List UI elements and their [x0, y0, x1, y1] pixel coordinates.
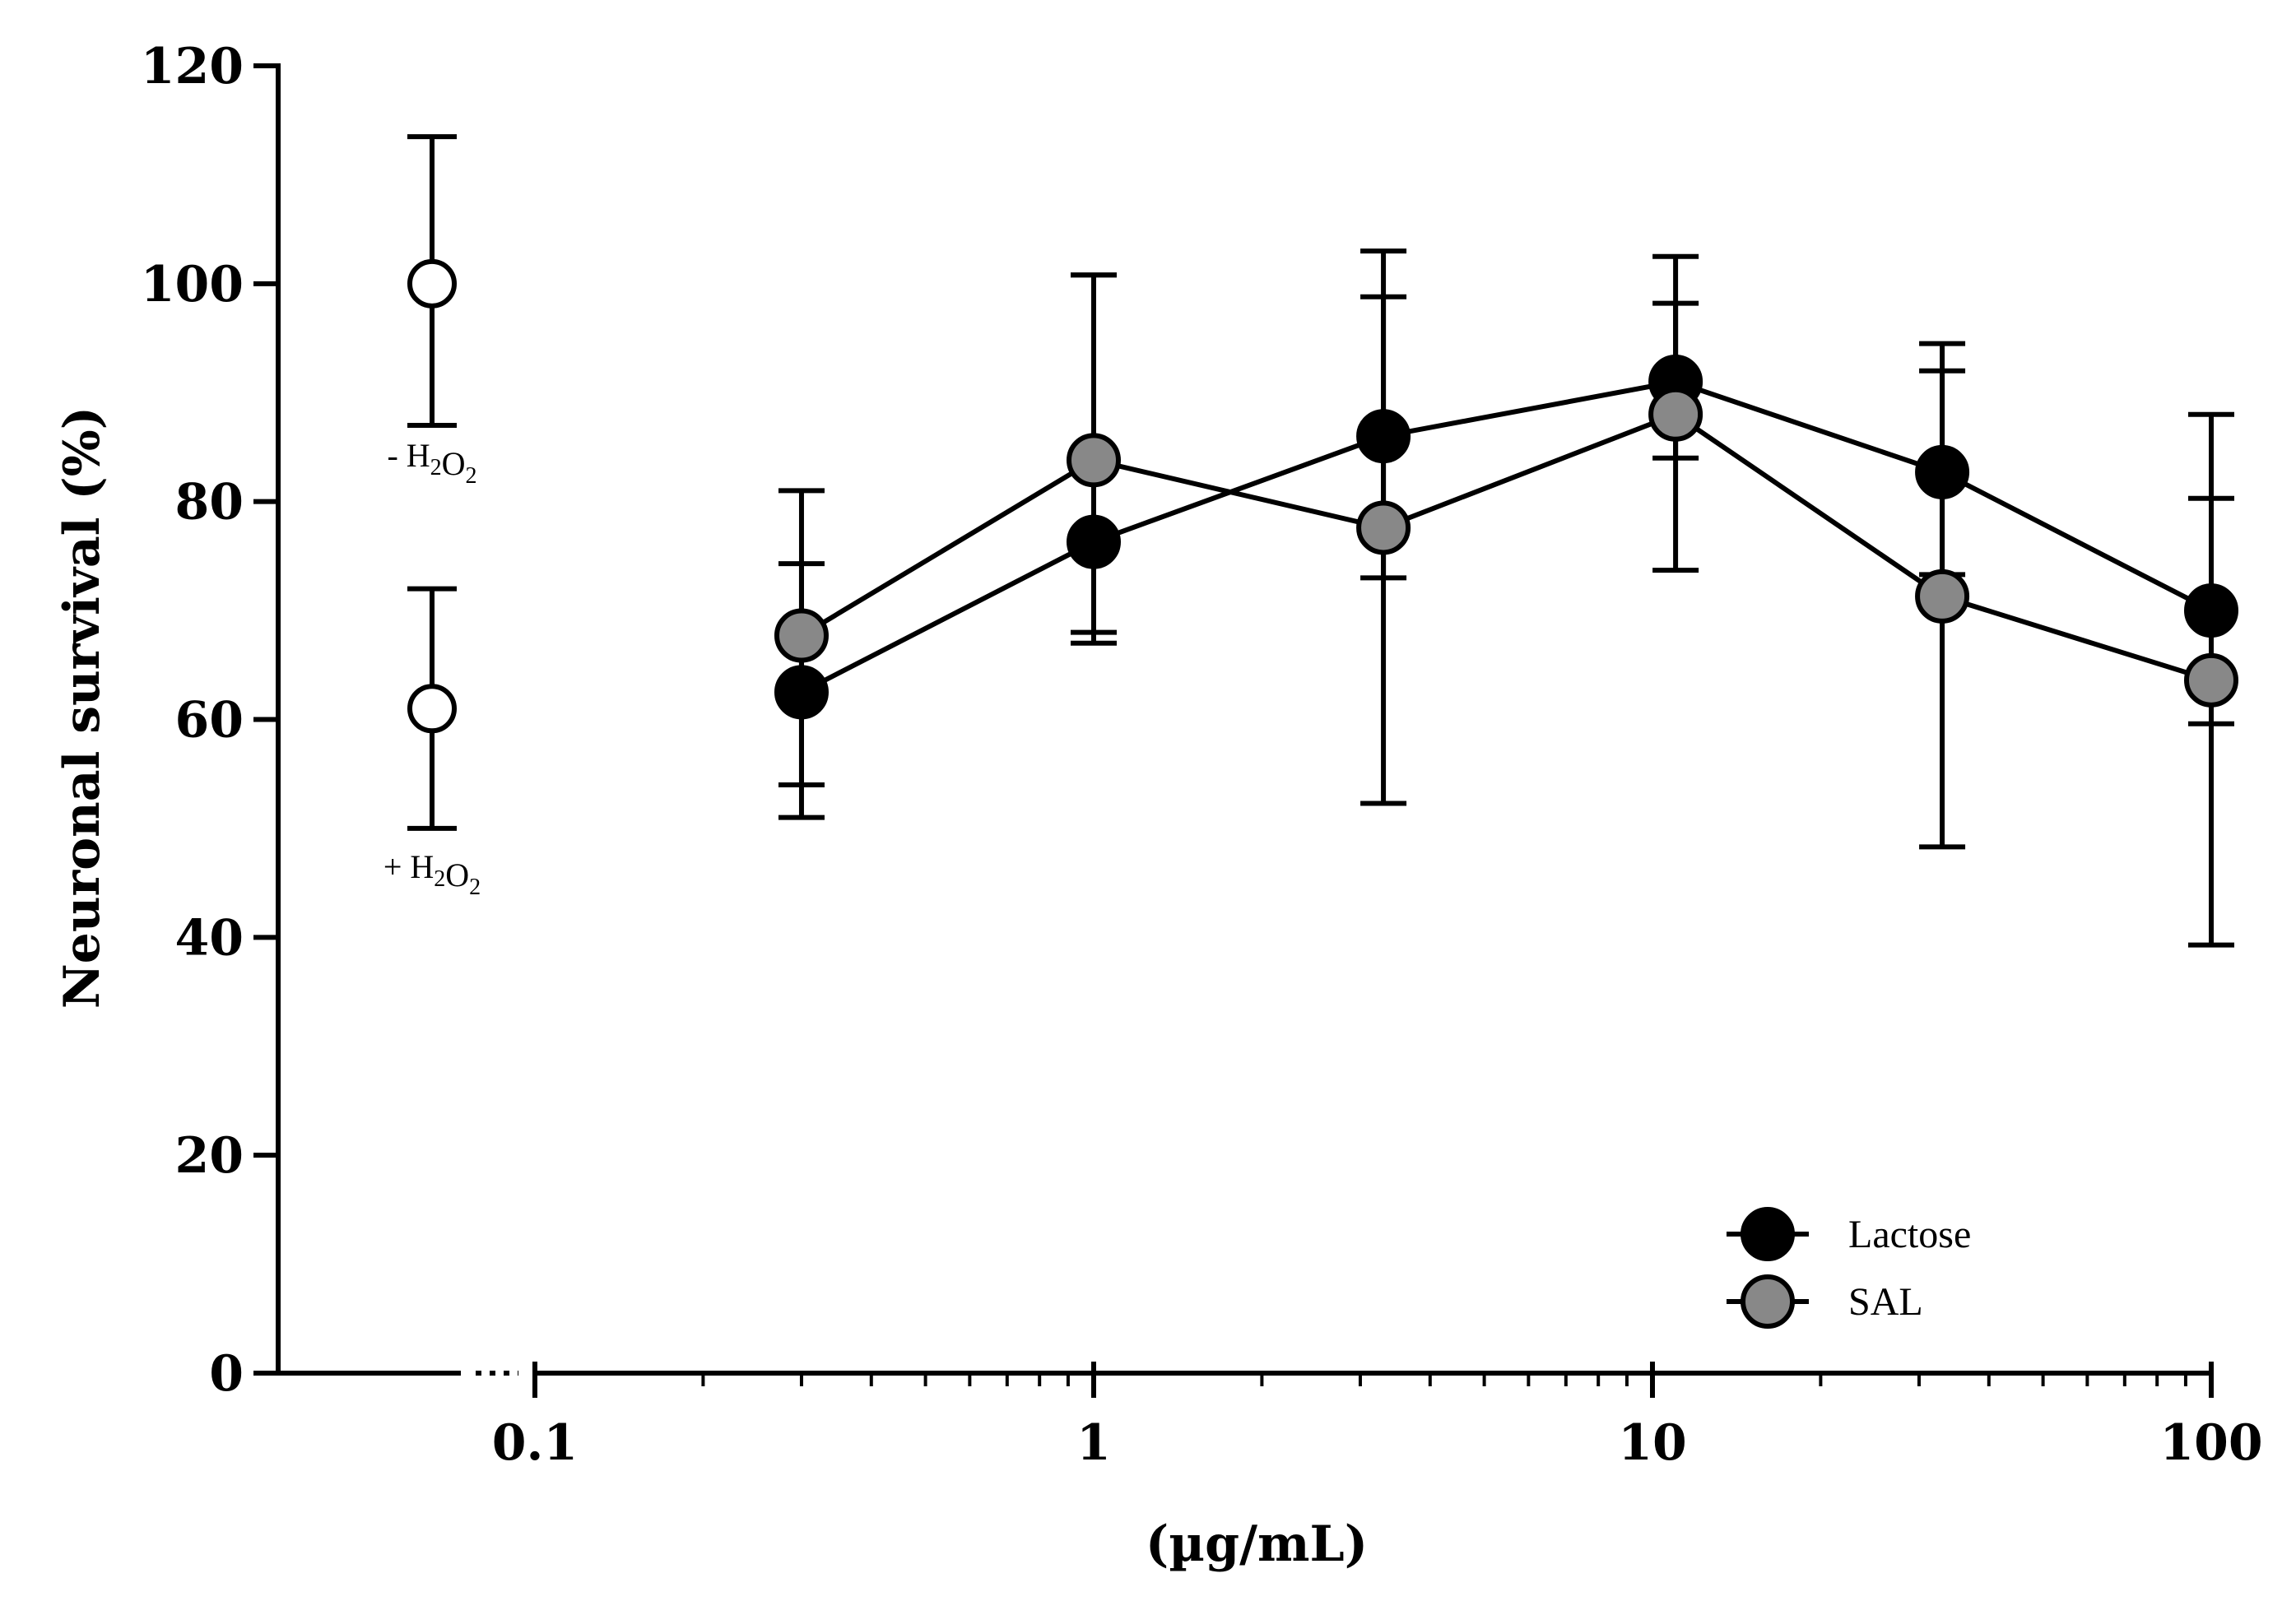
x-tick-label: 1: [1076, 1414, 1111, 1472]
x-tick-label: 10: [1618, 1414, 1687, 1472]
control-label-part: -: [387, 437, 406, 474]
x-tick-label: 100: [2159, 1414, 2262, 1472]
y-tick-label: 40: [175, 909, 244, 967]
control-label-subscript: 2: [430, 455, 442, 480]
axes: 0 20 40 60 80 100 120 0.1 1 10 100: [141, 38, 2263, 1472]
control-label-part: O: [445, 856, 469, 893]
y-tick-label: 60: [175, 692, 244, 749]
control-label-part: +: [383, 848, 411, 885]
x-axis-title: (µg/mL): [1146, 1515, 1368, 1573]
legend-item-sal: SAL: [1727, 1274, 1923, 1329]
control-label-part: O: [442, 445, 466, 482]
control-label: - H2O2: [387, 437, 476, 489]
control-label: + H2O2: [383, 848, 481, 900]
control-label-subscript: 2: [469, 875, 481, 900]
series-group: [774, 248, 2238, 948]
y-axis-title: Neuronal survival (%): [53, 406, 111, 1009]
control-no-h2o2: - H2O2: [387, 134, 477, 489]
series-lactose: [774, 272, 2238, 787]
control-label-subscript: 2: [466, 463, 477, 489]
series-line: [800, 411, 2212, 683]
y-tick-label: 20: [175, 1127, 244, 1185]
legend-item-lactose: Lactose: [1727, 1207, 1971, 1261]
data-point: [1648, 387, 1703, 442]
series-sal: [774, 248, 2238, 948]
y-tick-label: 80: [175, 474, 244, 531]
x-tick-label: 0.1: [492, 1414, 578, 1472]
legend-marker: [1741, 1274, 1795, 1329]
control-label-part: H: [410, 848, 434, 885]
data-point: [1067, 433, 1121, 488]
control-label-part: H: [407, 437, 430, 474]
data-point: [774, 608, 829, 663]
control-points: - H2O2+ H2O2: [383, 134, 481, 900]
control-with-h2o2: + H2O2: [383, 586, 481, 900]
data-point: [1915, 568, 1970, 624]
y-tick-label: 0: [209, 1345, 244, 1403]
data-point: [2184, 652, 2238, 708]
legend-marker: [1741, 1207, 1795, 1261]
y-tick-label: 100: [141, 256, 244, 313]
control-point: [407, 258, 457, 309]
y-tick-label: 120: [141, 38, 244, 95]
series-line: [800, 378, 2213, 695]
control-point: [407, 684, 457, 734]
control-label-subscript: 2: [434, 866, 445, 892]
legend-label: SAL: [1848, 1280, 1923, 1324]
legend-label: Lactose: [1848, 1213, 1971, 1256]
legend: Lactose SAL: [1727, 1207, 1971, 1329]
data-point: [1356, 500, 1411, 555]
